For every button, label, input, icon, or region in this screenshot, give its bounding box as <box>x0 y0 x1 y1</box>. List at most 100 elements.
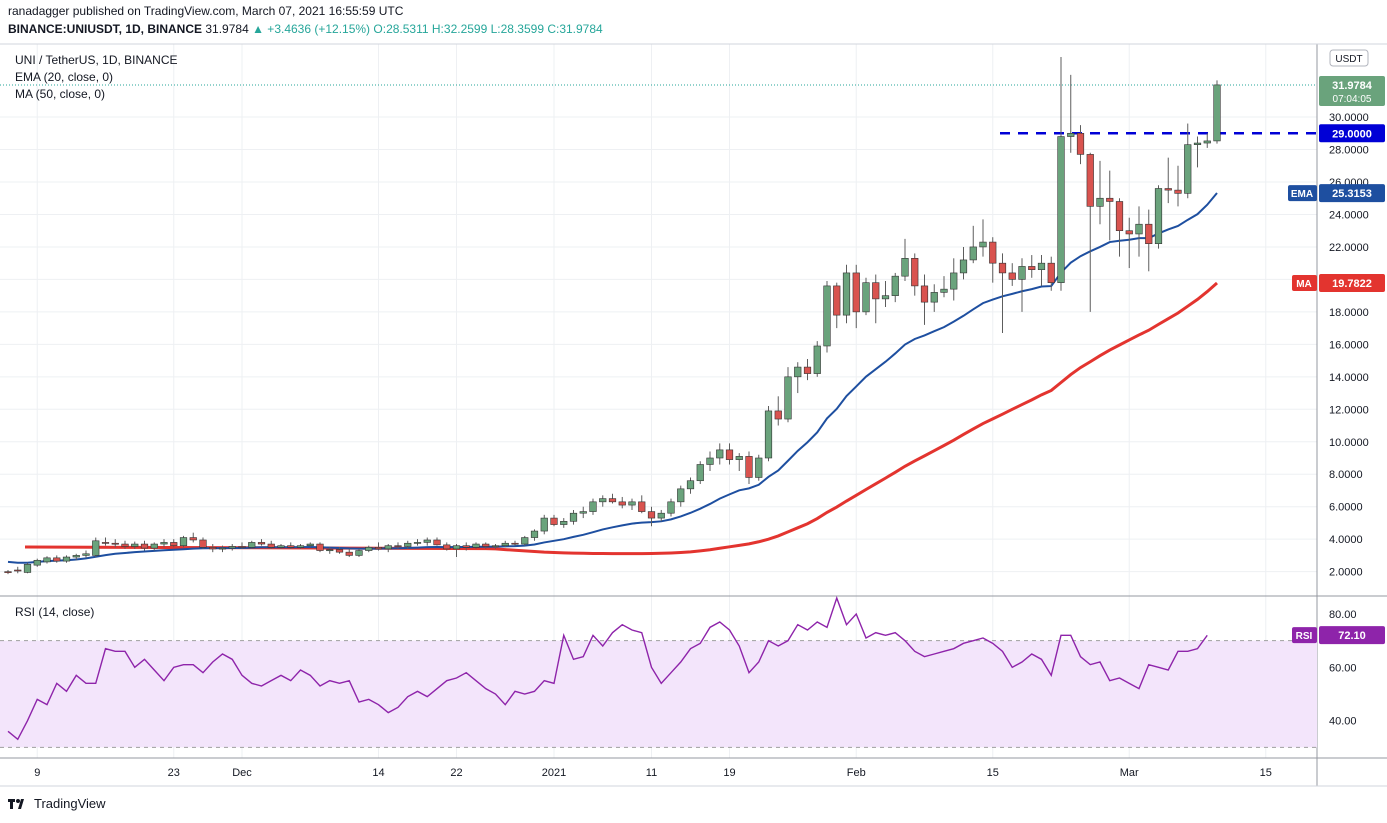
candle-body <box>1154 188 1163 244</box>
candle-body <box>891 275 899 296</box>
candle-body <box>1115 201 1124 232</box>
candle-body <box>833 285 841 316</box>
candle-body <box>1125 230 1133 235</box>
candle-body <box>228 546 236 549</box>
resistance-tag-bg <box>1319 124 1385 143</box>
candle-body <box>862 282 870 313</box>
candle-body <box>62 556 71 562</box>
ma-name-tag-bg <box>1292 274 1317 291</box>
chart-title: UNI / TetherUS, 1D, BINANCE <box>15 53 178 67</box>
candle-body <box>1096 197 1104 207</box>
ma-line <box>24 281 1218 556</box>
candle-body <box>218 547 227 550</box>
footer-brand[interactable]: TradingView <box>8 796 106 811</box>
candle-body <box>23 564 32 573</box>
candle-body <box>150 543 158 549</box>
candle-body <box>374 546 383 550</box>
candle-body <box>950 272 958 290</box>
candle-body <box>82 553 90 556</box>
y-tick-label: 18.0000 <box>1329 307 1369 319</box>
ema-value-tag-bg <box>1319 184 1385 203</box>
y-tick-label: 8.0000 <box>1329 469 1363 481</box>
candle-body <box>579 511 587 514</box>
y-tick-label: 14.0000 <box>1329 372 1369 384</box>
x-tick-label: Mar <box>1120 767 1139 779</box>
last-price-tag-bg <box>1319 75 1385 106</box>
candle-body <box>1086 154 1094 207</box>
candle-body <box>394 545 402 547</box>
y-tick-label: 6.0000 <box>1329 502 1363 514</box>
candle-body <box>686 480 695 490</box>
candle-body <box>794 366 802 378</box>
candle-body <box>1145 223 1153 244</box>
candle-body <box>365 546 373 551</box>
rsi-name-tag-bg <box>1292 627 1317 644</box>
candle-body <box>521 537 529 545</box>
candle-body <box>287 545 295 548</box>
rsi-tick-label: 40.00 <box>1329 716 1357 728</box>
x-tick-label: 15 <box>1260 767 1272 779</box>
candle-body <box>170 542 178 546</box>
bar-countdown: 07:04:05 <box>1333 94 1372 105</box>
y-tick-label: 4.0000 <box>1329 534 1363 546</box>
x-tick-label: 9 <box>34 767 40 779</box>
ma-name-tag: MA <box>1296 279 1312 290</box>
candle-body <box>501 542 509 546</box>
y-tick-label: 24.0000 <box>1329 209 1369 221</box>
candle-body <box>745 456 753 478</box>
last-price-tag: 31.9784 <box>1332 80 1373 92</box>
currency-label: USDT <box>1335 54 1362 65</box>
candle-body <box>530 530 539 538</box>
candle-body <box>248 542 256 548</box>
candle-body <box>911 258 919 287</box>
candle-body <box>14 569 22 572</box>
candle-body <box>140 543 149 549</box>
candle-body <box>462 545 470 548</box>
x-tick-label: 22 <box>450 767 462 779</box>
candle-body <box>998 262 1007 274</box>
rsi-value-tag: 72.10 <box>1338 630 1366 642</box>
candle-body <box>413 542 422 544</box>
candle-body <box>1076 132 1085 155</box>
rsi-tick-label: 60.00 <box>1329 662 1357 674</box>
ma-value-tag: 19.7822 <box>1332 278 1372 290</box>
candle-body <box>92 540 100 556</box>
candle-body <box>491 545 500 547</box>
currency-badge <box>1329 49 1369 67</box>
candle-body <box>989 241 997 264</box>
candle-body <box>189 537 197 541</box>
candle-body <box>872 282 880 300</box>
candle-body <box>725 449 734 460</box>
candle-body <box>160 542 168 545</box>
candle-body <box>599 498 607 503</box>
candle-body <box>706 457 714 465</box>
x-tick-label: 15 <box>987 767 999 779</box>
candle-body <box>199 539 207 548</box>
symbol-bar: BINANCE:UNIUSDT, 1D, BINANCE 31.9784 ▲ +… <box>8 22 603 36</box>
ema-name-tag: EMA <box>1291 189 1313 200</box>
candle-body <box>784 376 792 420</box>
candle-body <box>1135 223 1143 235</box>
candle-body <box>823 285 831 347</box>
candle-body <box>355 550 363 556</box>
candle-body <box>316 543 324 551</box>
candle-body <box>179 537 188 546</box>
candle-body <box>647 511 656 519</box>
candle-body <box>306 543 314 546</box>
rsi-name-tag: RSI <box>1296 631 1313 642</box>
candle-body <box>813 345 821 374</box>
candle-body <box>628 501 636 506</box>
ohlc-values: O:28.5311 H:32.2599 L:28.3599 C:31.9784 <box>373 22 603 36</box>
candle-body <box>277 545 285 548</box>
candle-body <box>755 457 763 478</box>
candle-body <box>1047 262 1055 283</box>
candle-body <box>1213 84 1221 142</box>
candle-body <box>1067 132 1075 137</box>
symbol-name[interactable]: BINANCE:UNIUSDT, 1D, BINANCE <box>8 22 203 36</box>
candle-body <box>696 464 704 482</box>
candle-body <box>1106 197 1114 202</box>
ema-value-tag: 25.3153 <box>1332 188 1372 200</box>
candle-body <box>657 512 665 519</box>
candle-body <box>735 456 743 460</box>
